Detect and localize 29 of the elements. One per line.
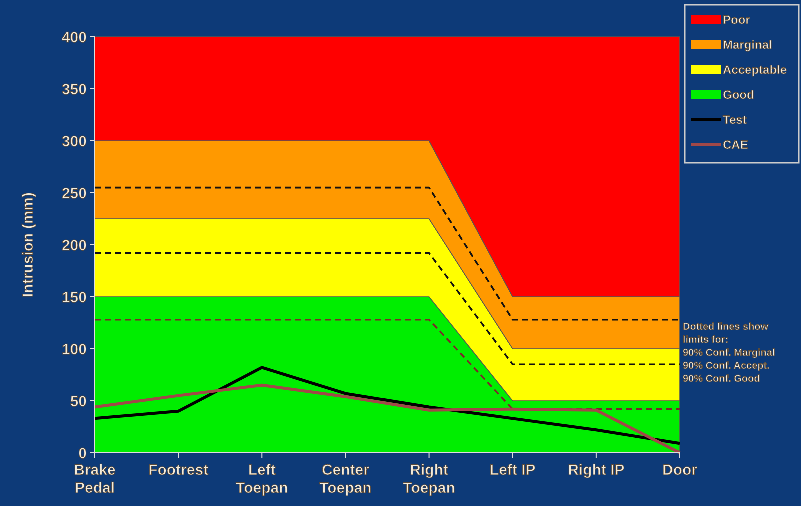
text: 90% Conf. Good: [683, 374, 760, 385]
text: 90% Conf. Marginal: [683, 348, 776, 359]
y-tick-label: 0: [78, 445, 87, 462]
line-series: [94, 366, 682, 446]
x-tick-label: Right IP: [568, 462, 625, 479]
x-tick-label: Center Toepan: [320, 462, 372, 497]
y-tick-label: 200: [62, 237, 87, 254]
x-tick-label: Left IP: [490, 462, 536, 479]
y-axis-title: Intrusion (mm): [20, 192, 37, 298]
x-tick-label: Right Toepan: [403, 462, 456, 497]
legend-label: CAE: [723, 138, 748, 152]
y-tick-label: 250: [62, 185, 87, 202]
y-tick-label: 50: [70, 393, 87, 410]
x-tick-label: Footrest: [148, 462, 209, 479]
text: Poor: [723, 13, 751, 28]
legend-label: Test: [723, 113, 747, 128]
y-tick-label: 300: [62, 133, 87, 150]
y-tick-label: 350: [62, 81, 87, 98]
text: 90% Conf. Accept.: [683, 361, 770, 372]
x-tick-label: Left Toepan: [236, 462, 288, 497]
x-tick-label: Door: [662, 462, 698, 479]
y-tick-label: 400: [62, 29, 87, 46]
y-tick-label: 100: [62, 341, 87, 358]
legend-label: Acceptable: [723, 63, 788, 78]
y-tick-label: 150: [62, 289, 87, 306]
legend-label: Marginal: [723, 38, 772, 52]
x-tick-label: Brake Pedal: [74, 462, 116, 497]
legend-label: Good: [723, 88, 754, 102]
text: Dotted lines show limits for:: [683, 322, 769, 346]
